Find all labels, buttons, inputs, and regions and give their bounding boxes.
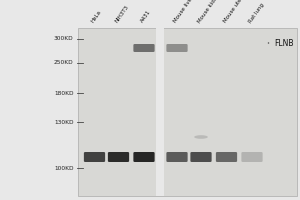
- Bar: [156, 4, 164, 196]
- Text: 300KD: 300KD: [54, 36, 74, 42]
- Text: Mouse kidney: Mouse kidney: [197, 0, 223, 24]
- Text: Mouse uterus: Mouse uterus: [222, 0, 248, 24]
- Text: Rat lung: Rat lung: [248, 2, 265, 24]
- Text: A431: A431: [140, 9, 152, 24]
- Text: 250KD: 250KD: [54, 60, 74, 66]
- FancyBboxPatch shape: [134, 152, 154, 162]
- FancyBboxPatch shape: [84, 152, 105, 162]
- Text: FLNB: FLNB: [274, 38, 294, 47]
- Text: 100KD: 100KD: [54, 165, 74, 170]
- Text: HeLa: HeLa: [90, 10, 103, 24]
- Text: 130KD: 130KD: [54, 119, 74, 124]
- Text: Mouse liver: Mouse liver: [173, 0, 195, 24]
- Text: NIH3T3: NIH3T3: [114, 5, 130, 24]
- FancyBboxPatch shape: [216, 152, 237, 162]
- FancyBboxPatch shape: [190, 152, 212, 162]
- FancyBboxPatch shape: [167, 152, 188, 162]
- FancyBboxPatch shape: [108, 152, 129, 162]
- FancyBboxPatch shape: [134, 44, 154, 52]
- FancyBboxPatch shape: [167, 44, 188, 52]
- Bar: [78, 28, 297, 196]
- Ellipse shape: [194, 135, 208, 139]
- Text: 180KD: 180KD: [54, 90, 74, 96]
- FancyBboxPatch shape: [242, 152, 262, 162]
